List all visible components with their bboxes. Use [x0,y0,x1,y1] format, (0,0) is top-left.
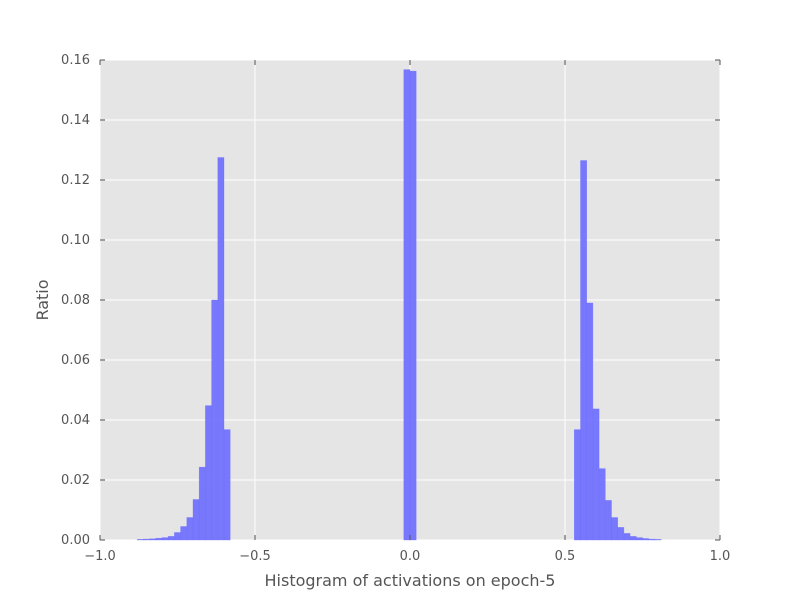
histogram-bar [192,499,200,541]
histogram-bar [617,527,625,541]
histogram-bar [205,405,212,541]
histogram-bar [586,302,594,541]
histogram-bar [409,70,417,541]
y-tick-label: 0.14 [61,113,90,128]
histogram-bar [136,539,144,541]
histogram-bar [167,536,175,541]
histogram-bar [611,517,618,541]
y-axis-label: Ratio [33,279,52,320]
histogram-bar [211,299,219,541]
histogram-bar [198,466,206,541]
y-tick-label: 0.00 [61,533,90,548]
histogram-bar [174,532,181,541]
y-tick-label: 0.10 [61,233,90,248]
x-tick-label: 0.0 [400,549,421,564]
y-tick-label: 0.02 [61,473,90,488]
y-tick-label: 0.16 [61,53,90,68]
x-tick-label: −0.5 [239,549,271,564]
histogram-bar [623,533,631,541]
histogram-bar [648,538,656,541]
y-tick-label: 0.04 [61,413,90,428]
histogram-bar [217,157,225,541]
histogram-bar [642,538,649,541]
histogram-bar [574,429,581,541]
histogram-bar [143,538,150,541]
histogram-bar [605,500,612,541]
y-tick-label: 0.06 [61,353,90,368]
histogram-bar [155,537,163,541]
tick-labels: −1.0 −0.5 0.0 0.5 1.0 0.00 0.02 0.04 0.06 0.08 0.1… [61,53,730,564]
histogram-bar [580,160,587,541]
histogram-bar [223,429,231,541]
histogram-bar [636,537,643,541]
histogram-bar [161,537,169,541]
histogram-bar [592,408,600,541]
y-tick-label: 0.08 [61,293,90,308]
histogram-bar [629,536,637,541]
histogram-bar [180,526,188,541]
x-axis-label: Histogram of activations on epoch-5 [265,571,556,590]
histogram-bar [186,517,194,541]
histogram-bar [654,539,662,541]
x-tick-label: 1.0 [710,549,731,564]
histogram-bar [149,538,157,541]
histogram-bar [598,468,606,541]
histogram-bar [403,69,411,541]
x-tick-label: −1.0 [84,549,116,564]
y-tick-label: 0.12 [61,173,90,188]
histogram-bars [136,69,662,541]
axis-ticks [99,59,721,541]
x-tick-label: 0.5 [555,549,576,564]
